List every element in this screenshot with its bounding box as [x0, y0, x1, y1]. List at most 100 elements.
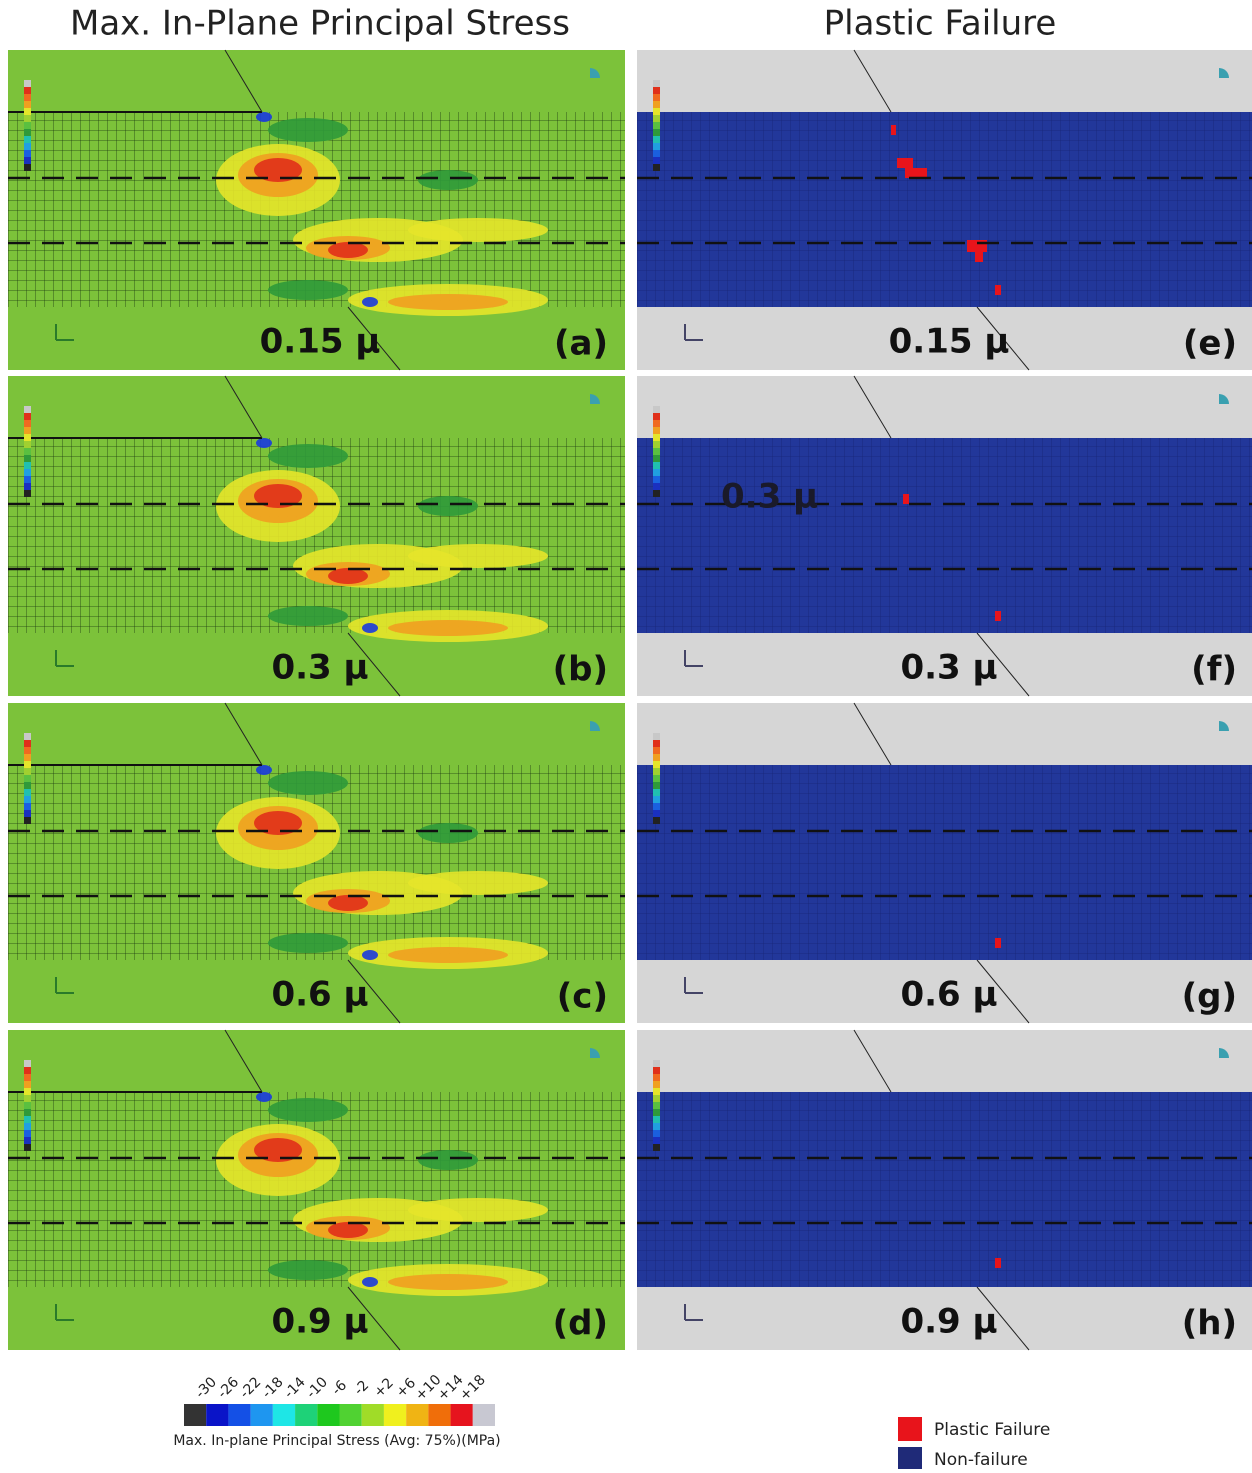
mini-colorbar: [24, 80, 31, 87]
value-label: 0.9 μ: [900, 1302, 997, 1342]
mini-colorbar: [653, 483, 660, 490]
contour: [256, 438, 272, 448]
mini-colorbar: [653, 1081, 660, 1088]
overlay-label: 0.3 μ: [721, 477, 818, 517]
mini-colorbar: [24, 782, 31, 789]
contour: [418, 170, 478, 190]
mini-colorbar: [653, 1144, 660, 1151]
value-label: 0.3 μ: [900, 648, 997, 688]
legend-label: Plastic Failure: [934, 1420, 1050, 1440]
contour: [256, 765, 272, 775]
contour: [328, 895, 368, 911]
contour: [362, 623, 378, 633]
mini-colorbar: [653, 469, 660, 476]
colorbar-tick: +18: [457, 1372, 489, 1404]
value-label: 0.6 μ: [271, 975, 368, 1015]
value-label: 0.3 μ: [271, 648, 368, 688]
contour: [388, 947, 508, 963]
contour: [268, 606, 348, 626]
legend: Plastic Failure Non-failure: [898, 1417, 1050, 1469]
panel-tag: (b): [553, 650, 608, 690]
mini-colorbar: [653, 94, 660, 101]
panel-tag: (g): [1182, 977, 1237, 1017]
failure-cell: [995, 938, 1001, 948]
mini-colorbar: [653, 1130, 660, 1137]
colorbar-segment: [228, 1404, 250, 1426]
panel-tag: (h): [1182, 1304, 1237, 1344]
contour: [408, 218, 548, 242]
colorbar-tick: -10: [304, 1374, 331, 1401]
mini-colorbar: [24, 164, 31, 171]
panel: 0.3 μ(f)0.3 μ: [637, 376, 1252, 696]
figure: Max. In-Plane Principal Stress Plastic F…: [0, 0, 1252, 1469]
colorbar-segment: [317, 1404, 339, 1426]
mini-colorbar: [24, 427, 31, 434]
contour: [328, 568, 368, 584]
failure-cell: [975, 250, 983, 262]
mini-colorbar: [653, 441, 660, 448]
mini-colorbar: [653, 775, 660, 782]
mini-colorbar: [653, 490, 660, 497]
mini-colorbar: [653, 115, 660, 122]
mini-colorbar: [24, 1123, 31, 1130]
contour: [418, 496, 478, 516]
contour: [388, 1274, 508, 1290]
contour: [362, 950, 378, 960]
mesh: [637, 1092, 1252, 1287]
colorbar-caption: Max. In-plane Principal Stress (Avg: 75%…: [173, 1433, 500, 1449]
panel-tag: (c): [557, 977, 608, 1017]
legend-label: Non-failure: [934, 1450, 1028, 1469]
column-title: Max. In-Plane Principal Stress: [70, 4, 570, 44]
contour: [268, 280, 348, 300]
colorbar-segment: [295, 1404, 317, 1426]
mini-colorbar: [653, 789, 660, 796]
mini-colorbar: [24, 150, 31, 157]
mini-colorbar: [653, 1137, 660, 1144]
mini-colorbar: [653, 1095, 660, 1102]
failure-cell: [903, 494, 909, 504]
panel: 0.6 μ(g): [637, 703, 1252, 1023]
mini-colorbar: [653, 817, 660, 824]
failure-cell: [891, 125, 896, 135]
colorbar-tick: -2: [351, 1377, 372, 1398]
mini-colorbar: [653, 476, 660, 483]
colorbar-segment: [428, 1404, 450, 1426]
mini-colorbar: [653, 80, 660, 87]
mini-colorbar: [24, 136, 31, 143]
value-label: 0.15 μ: [260, 322, 381, 362]
mini-colorbar: [653, 101, 660, 108]
mini-colorbar: [24, 796, 31, 803]
contour: [388, 620, 508, 636]
panels: 0.15 μ(a)0.3 μ(b)0.6 μ(c)0.9 μ(d)0.15 μ(…: [8, 50, 1252, 1350]
mini-colorbar: [653, 87, 660, 94]
mini-colorbar: [653, 810, 660, 817]
mini-colorbar: [653, 427, 660, 434]
mini-colorbar: [24, 483, 31, 490]
mini-colorbar: [653, 420, 660, 427]
mini-colorbar: [24, 462, 31, 469]
mini-colorbar: [24, 1095, 31, 1102]
mini-colorbar: [653, 803, 660, 810]
colorbar-tick: -6: [329, 1377, 350, 1398]
mini-colorbar: [24, 1137, 31, 1144]
mini-colorbar: [24, 775, 31, 782]
mini-colorbar: [24, 455, 31, 462]
mini-colorbar: [653, 122, 660, 129]
mini-colorbar: [24, 1144, 31, 1151]
mini-colorbar: [24, 115, 31, 122]
mini-colorbar: [24, 1060, 31, 1067]
panel-tag: (d): [553, 1304, 608, 1344]
failure-cell: [995, 285, 1001, 295]
contour: [328, 242, 368, 258]
mini-colorbar: [653, 157, 660, 164]
mesh: [637, 438, 1252, 633]
mini-colorbar: [24, 754, 31, 761]
mini-colorbar: [653, 462, 660, 469]
mini-colorbar: [24, 1116, 31, 1123]
contour: [256, 1092, 272, 1102]
mini-colorbar: [24, 1130, 31, 1137]
contour: [328, 1222, 368, 1238]
contour: [268, 1098, 348, 1122]
mini-colorbar: [653, 1116, 660, 1123]
contour: [408, 871, 548, 895]
